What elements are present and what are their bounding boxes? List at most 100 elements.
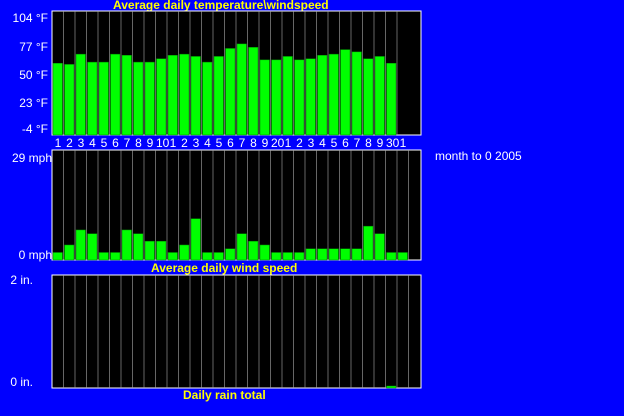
day-axis-label: 7: [238, 136, 246, 150]
day-axis-label: 2: [66, 136, 73, 150]
wind-bar: [271, 252, 282, 261]
wind-plot-area: [51, 149, 422, 261]
wind-bar: [64, 244, 75, 261]
temperature-bar: [259, 59, 270, 136]
temperature-bar: [271, 59, 282, 136]
wind-bar: [179, 244, 190, 261]
temperature-bar: [133, 61, 144, 136]
wind-bar: [110, 252, 121, 261]
temp-ytick-2: 50 °F: [19, 68, 48, 82]
day-axis-label: 4: [319, 136, 326, 150]
day-axis-label: 7: [353, 136, 361, 150]
temperature-bar: [340, 49, 351, 136]
wind-ytick-1: 0 mph: [18, 248, 52, 262]
temperature-chart-title: Average daily temperature\windspeed: [113, 0, 329, 12]
temperature-bar: [294, 59, 305, 136]
rain-chart: [51, 274, 422, 389]
month-caption: month to 0 2005: [435, 149, 522, 163]
wind-bar: [75, 229, 86, 261]
day-axis-label: 4: [89, 136, 96, 150]
day-axis-label: 2: [181, 136, 188, 150]
wind-bar: [305, 248, 316, 261]
wind-bar: [213, 252, 224, 261]
day-axis-label: 1: [169, 136, 177, 150]
wind-bar: [156, 240, 167, 261]
wind-bar: [121, 229, 132, 261]
wind-bar: [225, 248, 236, 261]
temperature-chart: [51, 10, 422, 136]
wind-bar: [87, 233, 98, 261]
temperature-bar: [156, 58, 167, 136]
temperature-bar: [386, 63, 397, 136]
wind-bar: [144, 240, 155, 261]
temperature-bar: [213, 56, 224, 136]
temperature-bar: [202, 61, 213, 136]
wind-bar: [236, 233, 247, 261]
temperature-bar: [52, 63, 63, 136]
temp-ytick-1: 77 °F: [19, 40, 48, 54]
day-axis-label: 3: [307, 136, 315, 150]
day-axis-label: 4: [204, 136, 211, 150]
temperature-bar: [225, 48, 236, 136]
temperature-bar: [282, 56, 293, 136]
day-axis-label: 9: [261, 136, 269, 150]
day-axis-label: 1: [284, 136, 292, 150]
wind-bar: [340, 248, 351, 261]
day-axis-label: 3: [192, 136, 200, 150]
day-axis-label: 9: [376, 136, 384, 150]
temp-ytick-4: -4 °F: [21, 122, 48, 136]
temperature-bar: [317, 55, 328, 136]
wind-bar: [248, 240, 259, 261]
wind-bar: [294, 252, 305, 261]
rain-ytick-1: 0 in.: [10, 375, 33, 389]
temperature-bar: [351, 51, 362, 136]
day-axis-label: 6: [342, 136, 349, 150]
wind-bar: [52, 252, 63, 261]
day-axis-label: 5: [215, 136, 223, 150]
wind-chart-title: Average daily wind speed: [151, 261, 298, 275]
day-axis-label: 6: [227, 136, 234, 150]
wind-bar: [133, 233, 144, 261]
day-axis-label: 10: [156, 136, 170, 150]
day-axis-label: 9: [146, 136, 154, 150]
temperature-bar: [144, 61, 155, 136]
temperature-bar: [236, 43, 247, 136]
day-axis-label: 30: [386, 136, 400, 150]
day-axis-label: 1: [399, 136, 407, 150]
temperature-bar: [98, 61, 109, 136]
day-axis-label: 3: [77, 136, 85, 150]
wind-bar: [351, 248, 362, 261]
wind-bar: [374, 233, 385, 261]
wind-bar: [317, 248, 328, 261]
rain-ytick-0: 2 in.: [10, 273, 33, 287]
day-axis-label: 2: [296, 136, 303, 150]
temperature-bar: [305, 58, 316, 136]
temperature-bar: [248, 47, 259, 136]
wind-bar: [397, 252, 408, 261]
temperature-bar: [328, 53, 339, 136]
temperature-bar: [179, 53, 190, 136]
temperature-bar: [110, 53, 121, 136]
temperature-bar: [167, 55, 178, 136]
temperature-bar: [374, 56, 385, 136]
temperature-bar: [121, 55, 132, 136]
rain-plot-area: [51, 274, 422, 389]
day-axis-label: 20: [271, 136, 285, 150]
temp-ytick-3: 23 °F: [19, 96, 48, 110]
wind-ytick-0: 29 mph: [11, 151, 52, 165]
wind-bar: [259, 244, 270, 261]
day-axis-label: 8: [135, 136, 142, 150]
day-axis-label: 5: [100, 136, 108, 150]
temperature-bar: [363, 58, 374, 136]
wind-bar: [202, 252, 213, 261]
wind-bar: [363, 225, 374, 261]
temperature-bar: [87, 61, 98, 136]
day-axis-label: 8: [365, 136, 372, 150]
wind-bar: [386, 252, 397, 261]
day-axis-label: 1: [54, 136, 62, 150]
wind-bar: [282, 252, 293, 261]
day-axis-label: 6: [112, 136, 119, 150]
day-axis-label: 5: [330, 136, 338, 150]
day-axis-label: 7: [123, 136, 131, 150]
day-axis-label: 8: [250, 136, 257, 150]
